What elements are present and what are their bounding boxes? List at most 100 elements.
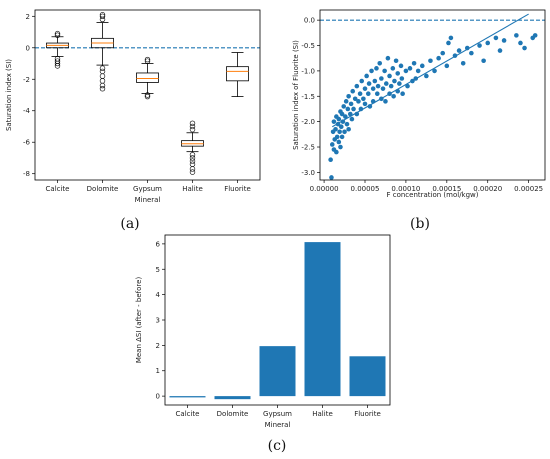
- panel-b-point: [374, 91, 380, 97]
- panel-c-bar: [214, 396, 251, 400]
- panel-c-xtick-label: Dolomite: [217, 410, 249, 418]
- panel-a-flier: [189, 166, 196, 172]
- panel-b-point: [432, 68, 437, 74]
- panel-b-point: [436, 55, 441, 61]
- panel-c-ytick-label: 4: [156, 291, 161, 299]
- panel-b-point: [448, 35, 454, 41]
- panel-b-point: [446, 40, 451, 46]
- panel-c-ytick-label: 0: [156, 393, 160, 401]
- panel-b-xlabel: F concentration (mol/kgw): [386, 191, 478, 199]
- panel-b-xtick-label: 0.00020: [473, 185, 502, 193]
- panel-a-flier: [144, 92, 151, 98]
- panel-a-flier: [189, 120, 196, 127]
- panel-b-point: [346, 93, 351, 99]
- panel-b-point: [372, 78, 378, 84]
- panel-b-ytick-label: -1.0: [301, 67, 315, 75]
- panel-b-point: [514, 33, 519, 38]
- panel-a-xtick-label: Calcite: [46, 185, 70, 193]
- panel-b-point: [342, 129, 347, 135]
- panel-b-point: [415, 68, 421, 74]
- panel-a-flier: [144, 56, 151, 63]
- panel-a-xtick-label: Halite: [182, 185, 203, 193]
- panel-b-point: [349, 116, 355, 122]
- panel-a-boxplot: 2 0 -2 -4 -6 -8 Calcite Dolomite Gypsum Halite Fl…: [5, 9, 261, 204]
- panel-b-point: [399, 76, 405, 81]
- panel-b-point: [380, 86, 386, 91]
- panel-b-point: [460, 60, 466, 66]
- panel-b-point: [477, 43, 482, 48]
- panel-b-point: [346, 126, 351, 132]
- panel-a-ytick-label: -6: [23, 139, 31, 147]
- panel-b-ytick-label: -2.5: [301, 144, 315, 152]
- panel-b-point: [350, 88, 356, 94]
- panel-b-ytick-label: -1.5: [301, 93, 315, 101]
- panel-a-axes-frame: [34, 9, 261, 181]
- panel-c-xlabel: Mineral: [265, 421, 291, 429]
- panel-b-ylabel: Saturation index of Fluorite (SI): [292, 40, 300, 150]
- panel-b-point: [336, 139, 342, 145]
- panel-c-xtick-label: Gypsum: [263, 410, 292, 418]
- panel-b-point: [365, 91, 371, 97]
- panel-c-ytick-label: 5: [156, 266, 160, 274]
- panel-b-point: [334, 149, 339, 155]
- panel-b-point: [391, 93, 396, 99]
- panel-b-point: [383, 81, 389, 86]
- panel-c-axes-frame: [164, 234, 391, 406]
- panel-b-point: [344, 121, 350, 127]
- panel-c-bar: [169, 396, 206, 398]
- panel-b-point: [337, 129, 342, 135]
- panel-c-bar: [304, 242, 341, 397]
- panel-b-point: [333, 126, 338, 132]
- panel-a-box: [136, 72, 159, 83]
- panel-a-flier: [189, 123, 196, 130]
- panel-b-ytick-label: -0.5: [301, 42, 315, 50]
- panel-b-xtick-label: 0.00025: [514, 185, 543, 193]
- panel-b-ytick-label: -2.0: [301, 118, 315, 126]
- panel-c-bar: [259, 346, 296, 397]
- panel-a-ytick-label: 2: [26, 13, 30, 21]
- panel-b-point: [424, 73, 429, 79]
- panel-b-point: [388, 83, 394, 89]
- panel-a-flier: [54, 60, 61, 67]
- panel-c-ylabel: Mean ΔSI (after - before): [135, 277, 143, 364]
- panel-b-point: [352, 96, 358, 102]
- panel-b-point: [398, 63, 404, 69]
- panel-a-flier: [189, 169, 196, 175]
- panel-c-ytick-label: 6: [156, 240, 161, 248]
- panel-b-point: [440, 50, 446, 56]
- panel-b-point: [338, 124, 344, 130]
- panel-a-flier: [189, 158, 196, 164]
- panel-b-point: [338, 144, 343, 150]
- panel-b-point: [351, 106, 356, 112]
- panel-b-point: [382, 68, 387, 74]
- panel-b-point: [339, 111, 345, 117]
- panel-b-point: [377, 60, 383, 66]
- panel-b-point: [387, 73, 392, 79]
- panel-b-point: [400, 91, 405, 97]
- panel-a-xtick-label: Gypsum: [133, 185, 162, 193]
- panel-b-point: [392, 78, 397, 84]
- panel-b-point: [428, 58, 433, 64]
- panel-a-flier: [189, 155, 196, 161]
- panel-c-xtick-label: Fluorite: [354, 410, 381, 418]
- panel-c-caption: (c): [268, 438, 287, 454]
- panel-a-flier: [99, 86, 106, 92]
- panel-a-ytick-label: 0: [26, 44, 30, 52]
- panel-b-point: [369, 68, 374, 74]
- panel-a-flier: [99, 13, 106, 19]
- panel-b-xtick-label: 0.00000: [310, 185, 339, 193]
- panel-b-point: [331, 119, 337, 124]
- panel-a-flier: [189, 161, 196, 167]
- panel-b-point: [395, 71, 401, 76]
- panel-b-point: [339, 134, 345, 140]
- panel-c-xtick-label: Halite: [312, 410, 333, 418]
- panel-c-bar: [349, 356, 386, 397]
- panel-b-point: [370, 86, 376, 91]
- panel-a-xtick-label: Dolomite: [87, 185, 119, 193]
- panel-b-point: [497, 48, 503, 53]
- panel-b-point: [444, 63, 450, 69]
- panel-a-flier: [189, 152, 196, 158]
- panel-b-point: [356, 99, 361, 104]
- panel-b-trend-line: [331, 13, 529, 128]
- panel-b-xtick-label: 0.00015: [432, 185, 461, 193]
